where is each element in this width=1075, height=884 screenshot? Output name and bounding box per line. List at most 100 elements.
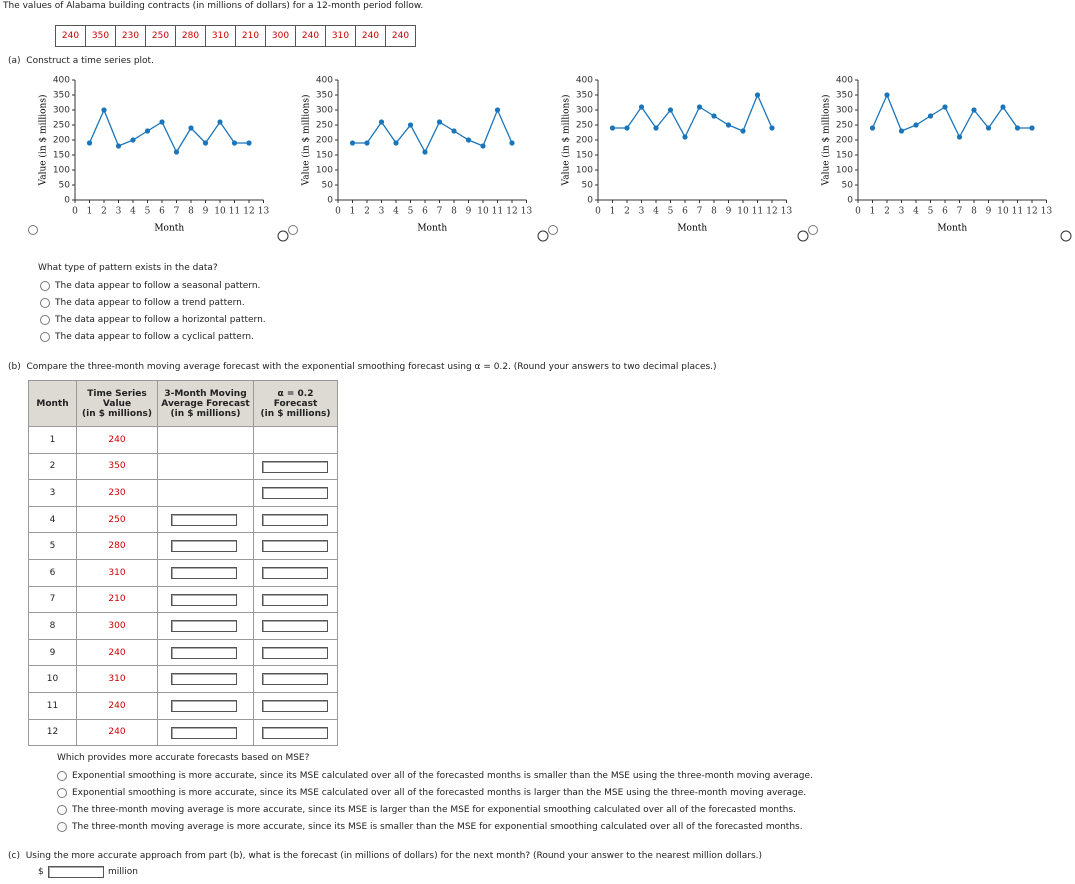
- radio[interactable]: [40, 314, 50, 325]
- x-tick-label: 12: [243, 207, 254, 217]
- y-tick-label: 400: [576, 76, 593, 86]
- option[interactable]: The data appear to follow a trend patter…: [40, 295, 266, 312]
- option-text: Exponential smoothing is more accurate, …: [72, 771, 813, 781]
- answer-input[interactable]: [171, 593, 237, 606]
- radio[interactable]: [40, 297, 50, 308]
- answer-input[interactable]: [262, 513, 328, 526]
- info-icon[interactable]: [1060, 230, 1072, 242]
- option[interactable]: The data appear to follow a horizontal p…: [40, 312, 266, 329]
- answer-input[interactable]: [262, 620, 328, 633]
- radio[interactable]: [548, 225, 558, 235]
- y-tick-label: 150: [576, 151, 593, 161]
- x-tick-label: 10: [737, 207, 749, 217]
- option-text: The three-month moving average is more a…: [72, 805, 796, 815]
- es-cell: [253, 665, 338, 693]
- answer-input[interactable]: [171, 540, 237, 553]
- y-tick-label: 300: [53, 106, 70, 116]
- answer-input[interactable]: [262, 540, 328, 553]
- answer-input[interactable]: [171, 726, 237, 739]
- y-axis-label: Value (in $ millions): [821, 95, 832, 187]
- option[interactable]: Exponential smoothing is more accurate, …: [57, 785, 813, 802]
- answer-input[interactable]: [171, 699, 237, 712]
- answer-input[interactable]: [262, 726, 328, 739]
- x-tick-label: 5: [668, 207, 674, 217]
- answer-input[interactable]: [262, 646, 328, 659]
- option[interactable]: The data appear to follow a cyclical pat…: [40, 329, 266, 346]
- month-cell: 10: [28, 665, 77, 693]
- y-tick-label: 200: [316, 136, 333, 146]
- option[interactable]: Exponential smoothing is more accurate, …: [57, 768, 813, 785]
- data-point: [144, 128, 151, 134]
- month-cell: 1: [28, 426, 77, 454]
- table-row: 6 310: [28, 558, 338, 587]
- data-point: [393, 140, 399, 146]
- option[interactable]: The data appear to follow a seasonal pat…: [40, 278, 266, 295]
- answer-input[interactable]: [171, 566, 237, 579]
- option-text: The data appear to follow a cyclical pat…: [55, 332, 254, 342]
- ma-cell: [157, 665, 254, 693]
- radio[interactable]: [57, 770, 67, 781]
- y-tick-label: 350: [316, 91, 333, 101]
- data-point: [971, 107, 977, 113]
- data-point: [1000, 104, 1006, 110]
- answer-input[interactable]: [262, 673, 328, 686]
- y-tick-label: 0: [64, 196, 70, 206]
- y-tick-label: 50: [842, 181, 854, 191]
- y-axis-label: Value (in $ millions): [561, 95, 572, 187]
- x-tick-label: 6: [942, 207, 948, 217]
- x-tick-label: 10: [997, 207, 1009, 217]
- answer-input[interactable]: [171, 646, 237, 659]
- header-line: (in $ millions): [170, 408, 241, 419]
- header-line: Value: [102, 398, 132, 409]
- radio[interactable]: [57, 821, 67, 832]
- ma-cell: [157, 479, 254, 507]
- radio[interactable]: [288, 225, 298, 235]
- header-line: Forecast: [273, 398, 318, 409]
- x-tick-label: 8: [711, 207, 717, 217]
- value-cell: 350: [76, 452, 158, 481]
- data-point: [349, 140, 356, 146]
- x-tick-label: 0: [72, 207, 78, 217]
- header-line: (in $ millions): [82, 408, 152, 419]
- answer-input[interactable]: [262, 487, 328, 500]
- header-line: Average Forecast: [161, 398, 250, 409]
- answer-input[interactable]: [262, 699, 328, 712]
- ma-cell: [157, 612, 254, 640]
- answer-input[interactable]: [262, 460, 328, 473]
- answer-input[interactable]: [262, 593, 328, 606]
- table-row: 2 350: [28, 452, 338, 481]
- radio[interactable]: [57, 787, 67, 798]
- table-row: 11 240: [28, 691, 338, 720]
- header-row: Month Time Series Value (in $ millions) 3-Mo…: [28, 380, 338, 427]
- option[interactable]: The three-month moving average is more a…: [57, 819, 813, 836]
- intro: The values of Alabama building contracts…: [3, 1, 424, 11]
- radio[interactable]: [40, 331, 50, 342]
- answer-input[interactable]: [171, 513, 237, 526]
- radio[interactable]: [808, 225, 818, 235]
- radio[interactable]: [28, 225, 38, 235]
- es-cell: [253, 505, 338, 534]
- answer-input[interactable]: [48, 866, 104, 878]
- table-row: 1 240: [28, 426, 338, 454]
- info-icon[interactable]: [277, 230, 289, 242]
- x-tick-label: 13: [1041, 207, 1053, 217]
- answer-input[interactable]: [262, 566, 328, 579]
- radio[interactable]: [40, 280, 50, 291]
- info-icon[interactable]: [537, 230, 549, 242]
- x-tick-label: 3: [116, 207, 122, 217]
- answer-input[interactable]: [171, 673, 237, 686]
- option[interactable]: The three-month moving average is more a…: [57, 802, 813, 819]
- ma-cell: [157, 558, 254, 587]
- radio[interactable]: [57, 804, 67, 815]
- es-cell: [253, 718, 338, 747]
- x-tick-label: 6: [422, 207, 428, 217]
- data-point: [465, 137, 472, 143]
- x-tick-label: 5: [928, 207, 934, 217]
- data-point: [217, 119, 223, 125]
- info-icon[interactable]: [797, 230, 809, 242]
- y-tick-label: 200: [53, 136, 70, 146]
- x-tick-label: 0: [335, 207, 341, 217]
- data-point: [509, 140, 515, 146]
- answer-input[interactable]: [171, 620, 237, 633]
- data-cell: 240: [56, 26, 86, 46]
